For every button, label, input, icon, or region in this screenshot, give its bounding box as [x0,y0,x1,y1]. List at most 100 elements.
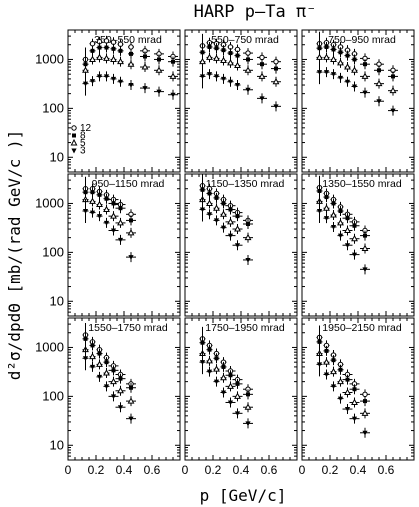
data-point [351,84,358,90]
data-point [316,70,323,75]
y-tick-label: 1000 [35,195,64,210]
data-point [129,51,133,56]
data-point [344,79,351,85]
data-point [97,351,102,356]
data-point [344,226,351,233]
data-point [214,46,219,51]
data-point [117,386,124,394]
data-point [111,368,116,373]
data-point [361,244,369,251]
panel-label: 1550–1750 mrad [88,322,168,334]
data-point [96,53,103,60]
data-point [221,364,226,369]
data-point [244,403,252,410]
data-point [344,243,351,249]
data-point [103,54,110,61]
panel-frame [301,173,415,317]
legend-marker [71,125,77,131]
data-point [351,398,358,405]
data-point [337,219,344,226]
data-point [227,400,234,406]
data-point [331,47,336,52]
data-point [345,377,350,382]
data-point [157,57,161,62]
y-tick-label: 10 [50,149,64,164]
data-point [118,48,123,53]
data-point [330,224,337,230]
data-point [323,204,330,211]
data-point [206,357,213,364]
data-point [220,390,227,396]
data-point [244,233,252,241]
data-point [234,392,241,399]
data-point [345,216,350,221]
y-tick-label: 1000 [35,339,64,354]
data-point [234,243,241,249]
data-point [337,233,344,239]
data-point [117,41,124,47]
data-point [234,411,241,417]
data-point [377,68,381,73]
data-point [127,397,135,404]
data-point [213,379,220,385]
panel-6: 1350–1550 mrad [301,173,415,317]
data-point [344,407,351,412]
data-point [213,204,220,211]
panel-3: 750–950 mrad [301,29,415,173]
data-point [110,55,117,62]
x-tick-label: 0.2 [88,463,105,477]
data-point [220,373,227,381]
panel-7: 10 100 1000 0 0.2 0.4 0.6 1550–1750 mrad [35,317,181,477]
data-point [103,369,110,376]
panel-label: 550–750 mrad [211,34,279,46]
x-tick-label: 0.6 [378,463,395,477]
data-point [245,421,251,427]
data-point [227,233,234,239]
data-point [227,59,234,66]
data-point [363,399,367,404]
data-point [273,104,279,110]
data-point [141,63,149,70]
data-point [324,195,329,200]
x-tick-label: 0.2 [205,463,222,477]
data-point [344,388,351,395]
data-point [390,108,396,114]
data-point [227,382,234,389]
data-point [213,74,220,80]
data-point [351,416,358,422]
data-point [96,200,103,208]
data-point [89,197,96,204]
data-point [90,190,95,195]
legend-label: 5 [80,138,86,149]
data-point [213,365,220,372]
x-tick-label: 0 [182,463,189,477]
data-point [227,218,234,225]
data-point [103,205,110,213]
data-point [214,356,219,361]
data-point [323,70,330,75]
data-point [323,358,330,365]
data-point [89,79,96,84]
data-point [330,55,337,62]
data-point [96,214,103,219]
data-point [362,391,368,398]
data-point [103,220,110,226]
panel-5: 1150–1350 mrad [184,173,298,317]
legend-marker [72,133,76,138]
data-point [170,92,176,98]
data-point [206,212,213,218]
data-point [245,87,251,93]
data-point [330,211,337,218]
data-point [259,96,265,102]
legend-marker [71,148,77,154]
data-point [323,216,330,221]
data-point [221,48,226,53]
y-tick-label: 100 [42,100,64,115]
data-point [110,228,117,234]
data-point [199,360,206,365]
panel-frame [301,29,415,173]
data-point [117,219,124,226]
data-point [207,347,212,352]
